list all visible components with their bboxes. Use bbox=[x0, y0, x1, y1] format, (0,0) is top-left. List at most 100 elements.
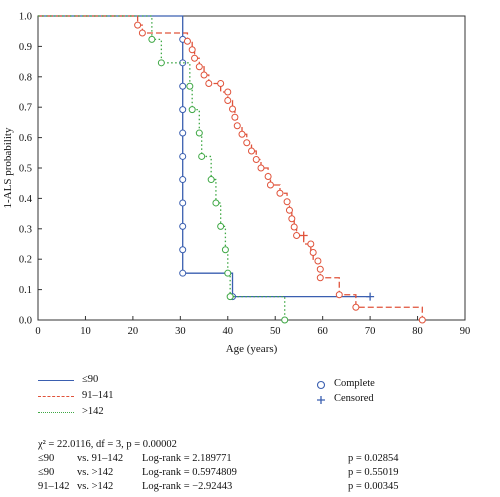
complete-marker bbox=[252, 155, 260, 163]
censored-marker bbox=[366, 292, 375, 301]
complete-marker bbox=[179, 106, 187, 114]
complete-marker bbox=[226, 293, 234, 301]
complete-marker bbox=[179, 82, 187, 90]
complete-marker bbox=[281, 316, 289, 324]
stats-p: p = 0.02854 bbox=[348, 453, 399, 464]
complete-marker bbox=[309, 249, 317, 257]
complete-marker bbox=[191, 54, 199, 62]
y-tick-label: 0.2 bbox=[19, 255, 32, 266]
y-tick-label: 0.5 bbox=[19, 164, 32, 175]
complete-marker bbox=[205, 79, 213, 87]
x-tick-label: 20 bbox=[128, 326, 139, 337]
complete-marker bbox=[264, 173, 272, 181]
censored-marker bbox=[299, 231, 308, 240]
stats-logrank: Log-rank = 0.5974809 bbox=[142, 467, 237, 478]
stats-group: ≤90 bbox=[38, 453, 55, 464]
complete-marker bbox=[316, 265, 324, 273]
legend-label-le90: ≤90 bbox=[82, 374, 99, 385]
complete-marker bbox=[307, 240, 315, 248]
y-tick-label: 0.0 bbox=[19, 316, 32, 327]
complete-marker bbox=[134, 21, 142, 29]
y-axis-label: 1-ALS probability bbox=[2, 127, 14, 208]
y-tick-label: 1.0 bbox=[19, 12, 32, 23]
stats-vs: vs. >142 bbox=[77, 467, 114, 478]
x-tick-label: 50 bbox=[270, 326, 281, 337]
y-tick-label: 0.3 bbox=[19, 224, 32, 235]
y-tick-label: 0.1 bbox=[19, 285, 32, 296]
complete-marker bbox=[188, 106, 196, 114]
legend-line-solid bbox=[38, 380, 74, 381]
complete-marker bbox=[285, 206, 293, 214]
stats-p: p = 0.00345 bbox=[348, 481, 399, 492]
legend-label-complete: Complete bbox=[334, 378, 375, 389]
complete-marker bbox=[179, 152, 187, 160]
x-tick-label: 10 bbox=[80, 326, 91, 337]
complete-marker bbox=[183, 37, 191, 45]
stats-logrank: Log-rank = 2.189771 bbox=[142, 453, 232, 464]
y-tick-label: 0.8 bbox=[19, 72, 32, 83]
complete-marker bbox=[198, 152, 206, 160]
stats-row-2: ≤90 vs. >142 Log-rank = 0.5974809 p = 0.… bbox=[38, 467, 478, 481]
x-tick-label: 80 bbox=[412, 326, 423, 337]
complete-marker bbox=[283, 198, 291, 206]
chi-square-line: χ² = 22.0116, df = 3, p = 0.00002 bbox=[38, 439, 177, 453]
complete-marker bbox=[352, 303, 360, 311]
y-tick-label: 0.7 bbox=[19, 103, 32, 114]
complete-marker bbox=[276, 189, 284, 197]
complete-marker bbox=[335, 291, 343, 299]
km-chart: 0 10 20 30 40 50 60 70 80 90 0.0 0.1 0.2 0.3 0.4 0.5 0.6… bbox=[2, 12, 471, 356]
complete-marker bbox=[257, 164, 265, 172]
complete-marker bbox=[290, 223, 298, 231]
stats-group: 91–142 bbox=[38, 481, 70, 492]
complete-marker bbox=[266, 181, 274, 189]
y-tick-label: 0.4 bbox=[19, 194, 33, 205]
stats-row-3: 91–142 vs. >142 Log-rank = −2.92443 p = … bbox=[38, 481, 478, 495]
x-tick-label: 60 bbox=[317, 326, 328, 337]
legend: ≤90 91–141 >142 Complete Censored bbox=[38, 374, 458, 422]
complete-marker bbox=[224, 88, 232, 96]
stats-vs: vs. 91–142 bbox=[77, 453, 124, 464]
complete-marker bbox=[195, 63, 203, 71]
plot-frame bbox=[37, 15, 466, 321]
complete-marker bbox=[179, 199, 187, 207]
stats-logrank: Log-rank = −2.92443 bbox=[142, 481, 233, 492]
complete-marker bbox=[418, 316, 426, 324]
complete-marker bbox=[179, 269, 187, 277]
legend-line-dotted bbox=[38, 412, 74, 413]
complete-marker bbox=[238, 130, 246, 138]
complete-marker bbox=[179, 246, 187, 254]
legend-label-gt142: >142 bbox=[82, 406, 104, 417]
complete-marker bbox=[293, 231, 301, 239]
stats-block: χ² = 22.0116, df = 3, p = 0.00002 ≤90 vs… bbox=[38, 427, 478, 493]
chi-square-text: χ² = 22.0116, df = 3, p = 0.00002 bbox=[38, 439, 177, 450]
series-line-0 bbox=[38, 15, 371, 298]
complete-marker bbox=[138, 29, 146, 37]
complete-marker bbox=[243, 139, 251, 147]
complete-marker bbox=[188, 46, 196, 54]
complete-marker bbox=[221, 246, 229, 254]
complete-marker bbox=[229, 105, 237, 113]
complete-marker bbox=[179, 222, 187, 230]
stats-p: p = 0.55019 bbox=[348, 467, 399, 478]
complete-marker bbox=[179, 176, 187, 184]
legend-label-91-141: 91–141 bbox=[82, 390, 114, 401]
x-tick-label: 90 bbox=[460, 326, 471, 337]
complete-marker bbox=[157, 59, 165, 67]
complete-marker bbox=[212, 199, 220, 207]
legend-line-dashed bbox=[38, 396, 74, 397]
complete-marker bbox=[217, 222, 225, 230]
x-tick-label: 40 bbox=[223, 326, 234, 337]
stats-group: ≤90 bbox=[38, 467, 55, 478]
complete-marker bbox=[248, 147, 255, 155]
stats-vs: vs. >142 bbox=[77, 481, 114, 492]
complete-marker bbox=[316, 274, 324, 282]
y-tick-label: 0.9 bbox=[19, 42, 32, 53]
legend-label-censored: Censored bbox=[334, 393, 374, 404]
complete-marker bbox=[195, 129, 203, 137]
complete-marker bbox=[231, 113, 239, 121]
complete-marker bbox=[148, 35, 156, 43]
complete-marker-icon bbox=[316, 380, 326, 390]
y-tick-label: 0.6 bbox=[19, 133, 32, 144]
complete-marker bbox=[288, 215, 296, 223]
complete-marker bbox=[314, 257, 322, 265]
